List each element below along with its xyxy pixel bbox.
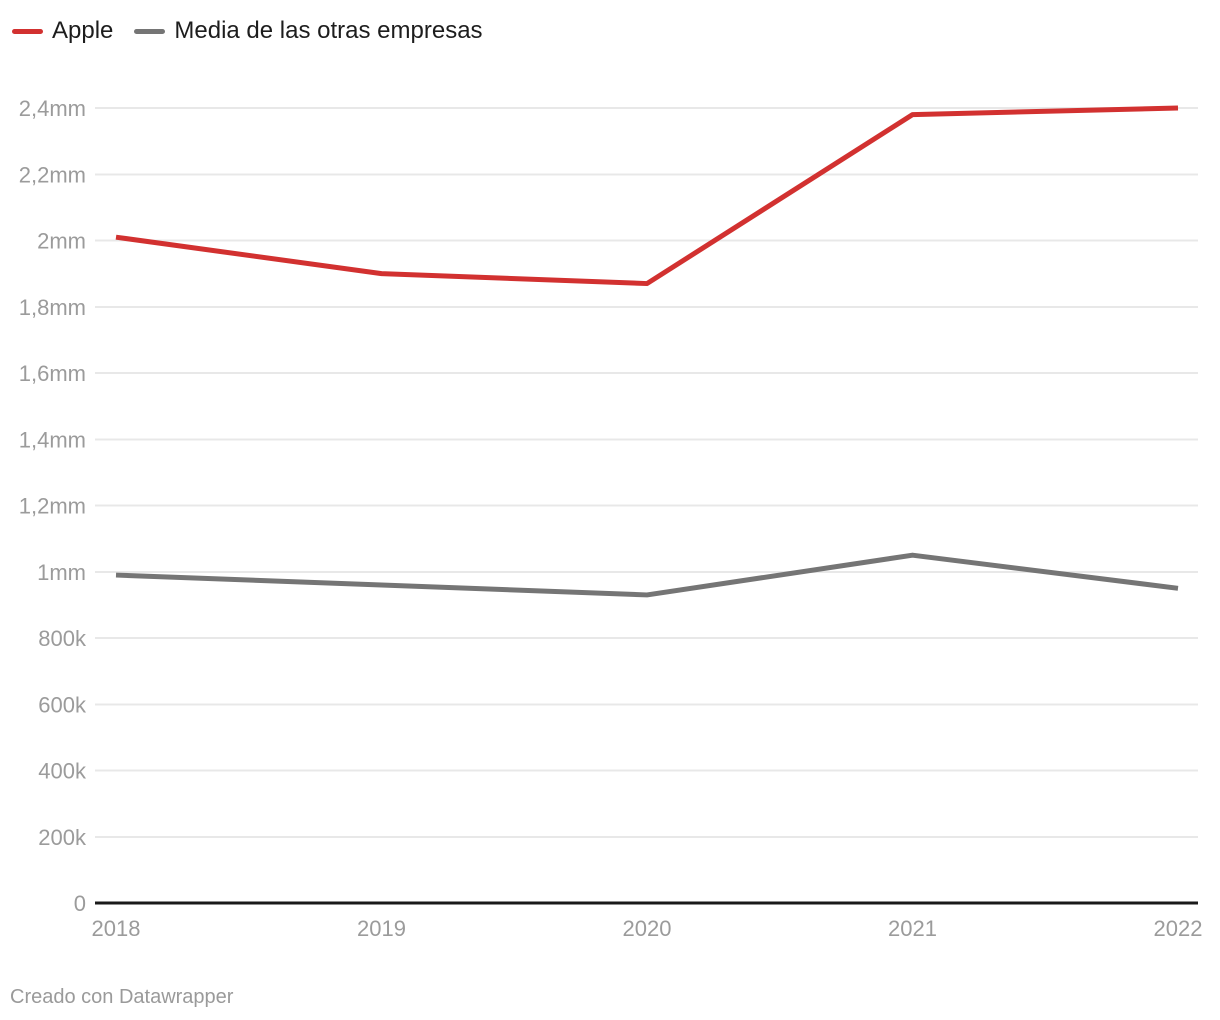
y-tick-label-1,4mm: 1,4mm <box>19 427 86 452</box>
y-tick-label-1mm: 1mm <box>37 560 86 585</box>
x-tick-label-2019: 2019 <box>357 916 406 941</box>
legend-item-media-otras-empresas: Media de las otras empresas <box>134 17 483 45</box>
y-tick-label-0: 0 <box>74 891 86 916</box>
legend-item-apple: Apple <box>12 17 113 45</box>
y-tick-label-600k: 600k <box>38 692 87 717</box>
y-tick-label-1,8mm: 1,8mm <box>19 295 86 320</box>
y-tick-label-2,4mm: 2,4mm <box>19 96 86 121</box>
y-tick-label-2,2mm: 2,2mm <box>19 162 86 187</box>
y-tick-label-2mm: 2mm <box>37 229 86 254</box>
y-tick-label-1,2mm: 1,2mm <box>19 494 86 519</box>
legend: Apple Media de las otras empresas <box>12 17 483 45</box>
y-tick-label-200k: 200k <box>38 825 87 850</box>
y-tick-label-1,6mm: 1,6mm <box>19 361 86 386</box>
legend-swatch-apple <box>12 28 43 34</box>
y-tick-label-800k: 800k <box>38 626 87 651</box>
x-tick-label-2021: 2021 <box>888 916 937 941</box>
series-line-apple <box>115 105 1179 287</box>
legend-swatch-media-otras-empresas <box>134 28 166 34</box>
x-tick-label-2020: 2020 <box>623 916 672 941</box>
x-tick-label-2022: 2022 <box>1154 916 1203 941</box>
x-tick-label-2018: 2018 <box>92 916 141 941</box>
y-tick-label-400k: 400k <box>38 759 87 784</box>
legend-label-media-otras-empresas: Media de las otras empresas <box>174 17 483 44</box>
series-line-media-otras-empresas <box>115 552 1179 598</box>
datawrapper-credit: Creado con Datawrapper <box>10 986 234 1008</box>
legend-label-apple: Apple <box>52 17 114 44</box>
